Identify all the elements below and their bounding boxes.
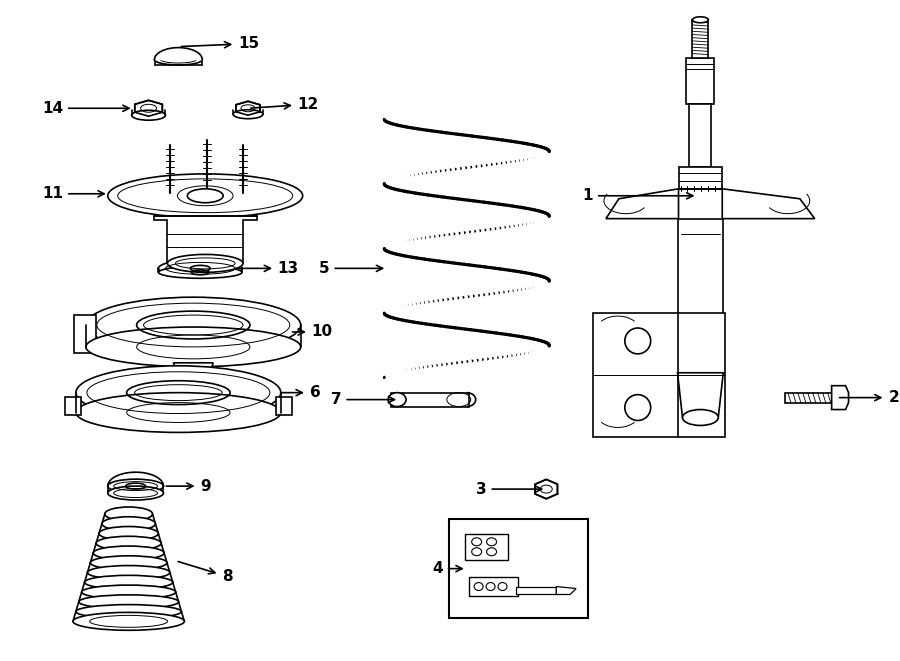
Ellipse shape xyxy=(102,517,156,531)
Polygon shape xyxy=(832,385,849,410)
Text: 15: 15 xyxy=(181,36,259,51)
Ellipse shape xyxy=(233,110,263,119)
Ellipse shape xyxy=(82,585,176,599)
Polygon shape xyxy=(536,479,557,499)
Polygon shape xyxy=(689,104,711,167)
Polygon shape xyxy=(469,576,518,596)
Ellipse shape xyxy=(87,566,170,580)
Polygon shape xyxy=(679,167,723,189)
Polygon shape xyxy=(108,472,164,486)
Bar xyxy=(449,519,588,618)
Ellipse shape xyxy=(158,259,242,278)
Ellipse shape xyxy=(155,54,202,65)
Text: 4: 4 xyxy=(432,561,462,576)
Polygon shape xyxy=(464,534,508,560)
Text: 5: 5 xyxy=(319,261,382,276)
Ellipse shape xyxy=(388,393,406,407)
Polygon shape xyxy=(174,363,213,375)
Text: 10: 10 xyxy=(292,325,333,340)
Ellipse shape xyxy=(96,536,161,550)
Ellipse shape xyxy=(76,366,281,420)
Text: 11: 11 xyxy=(42,186,104,202)
Polygon shape xyxy=(692,20,708,58)
Polygon shape xyxy=(785,393,832,403)
Ellipse shape xyxy=(86,297,301,353)
Polygon shape xyxy=(556,586,576,594)
Ellipse shape xyxy=(79,595,178,609)
Text: 3: 3 xyxy=(476,482,542,496)
Ellipse shape xyxy=(682,410,718,426)
Ellipse shape xyxy=(94,546,164,560)
Text: 1: 1 xyxy=(582,188,693,204)
Ellipse shape xyxy=(73,612,184,631)
Polygon shape xyxy=(723,189,814,219)
Polygon shape xyxy=(606,189,679,219)
Polygon shape xyxy=(154,215,256,263)
Polygon shape xyxy=(65,397,81,414)
Ellipse shape xyxy=(108,486,164,500)
Polygon shape xyxy=(517,586,556,594)
Polygon shape xyxy=(687,58,715,104)
Ellipse shape xyxy=(104,507,152,521)
Polygon shape xyxy=(74,315,95,353)
Text: 12: 12 xyxy=(251,97,319,112)
Text: 7: 7 xyxy=(331,392,394,407)
Polygon shape xyxy=(678,373,724,418)
Text: 6: 6 xyxy=(281,385,320,400)
Ellipse shape xyxy=(108,479,164,493)
Text: 2: 2 xyxy=(840,390,899,405)
Ellipse shape xyxy=(131,110,166,120)
Ellipse shape xyxy=(99,527,158,541)
Ellipse shape xyxy=(692,17,708,22)
Ellipse shape xyxy=(86,327,301,367)
Text: 14: 14 xyxy=(42,100,129,116)
Ellipse shape xyxy=(158,266,242,278)
Text: 8: 8 xyxy=(178,561,233,584)
Ellipse shape xyxy=(76,605,182,619)
Ellipse shape xyxy=(108,174,302,217)
Polygon shape xyxy=(135,100,162,116)
Polygon shape xyxy=(593,313,725,438)
Polygon shape xyxy=(678,219,724,373)
Polygon shape xyxy=(236,101,260,115)
Polygon shape xyxy=(392,393,469,407)
Text: 9: 9 xyxy=(166,479,211,494)
Polygon shape xyxy=(155,48,202,59)
Ellipse shape xyxy=(90,556,167,570)
Ellipse shape xyxy=(167,254,243,272)
Ellipse shape xyxy=(76,393,281,432)
Text: 13: 13 xyxy=(236,261,299,276)
Ellipse shape xyxy=(85,575,173,589)
Polygon shape xyxy=(275,397,292,414)
